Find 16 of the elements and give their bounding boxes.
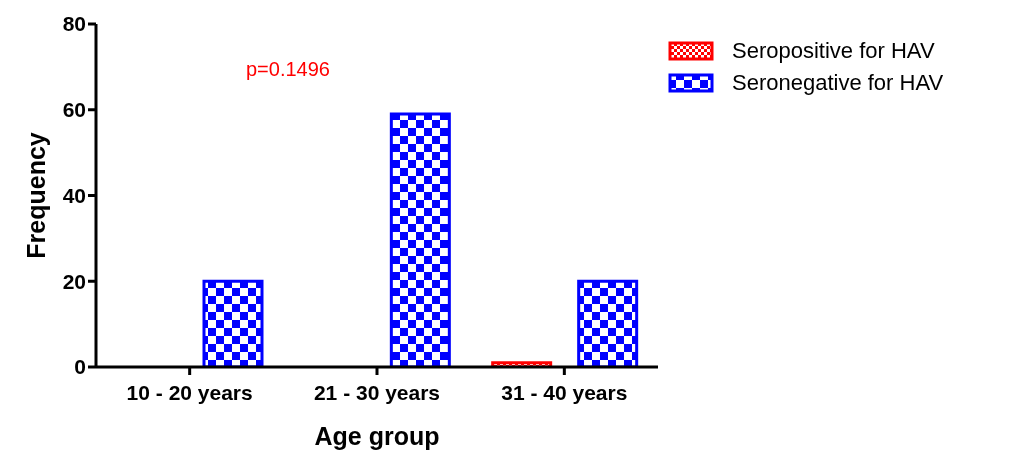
annotation: p=0.1496 bbox=[246, 58, 330, 81]
y-axis-title: Frequency bbox=[21, 132, 50, 259]
bar bbox=[389, 112, 451, 367]
legend-label: Seronegative for HAV bbox=[732, 70, 944, 96]
x-tick-label: 10 - 20 years bbox=[126, 380, 253, 404]
y-tick-label: 40 bbox=[62, 183, 86, 207]
x-tick-label: 31 - 40 years bbox=[501, 380, 628, 404]
y-tick-label: 80 bbox=[62, 12, 86, 36]
y-tick-label: 0 bbox=[74, 355, 86, 379]
bar bbox=[202, 279, 264, 367]
y-tick-label: 20 bbox=[62, 269, 86, 293]
legend-label: Seropositive for HAV bbox=[732, 38, 935, 64]
y-tick-label: 60 bbox=[62, 98, 86, 122]
x-tick-label: 21 - 30 years bbox=[313, 380, 441, 404]
bar bbox=[577, 279, 639, 367]
x-axis-title: Age group bbox=[314, 421, 440, 450]
